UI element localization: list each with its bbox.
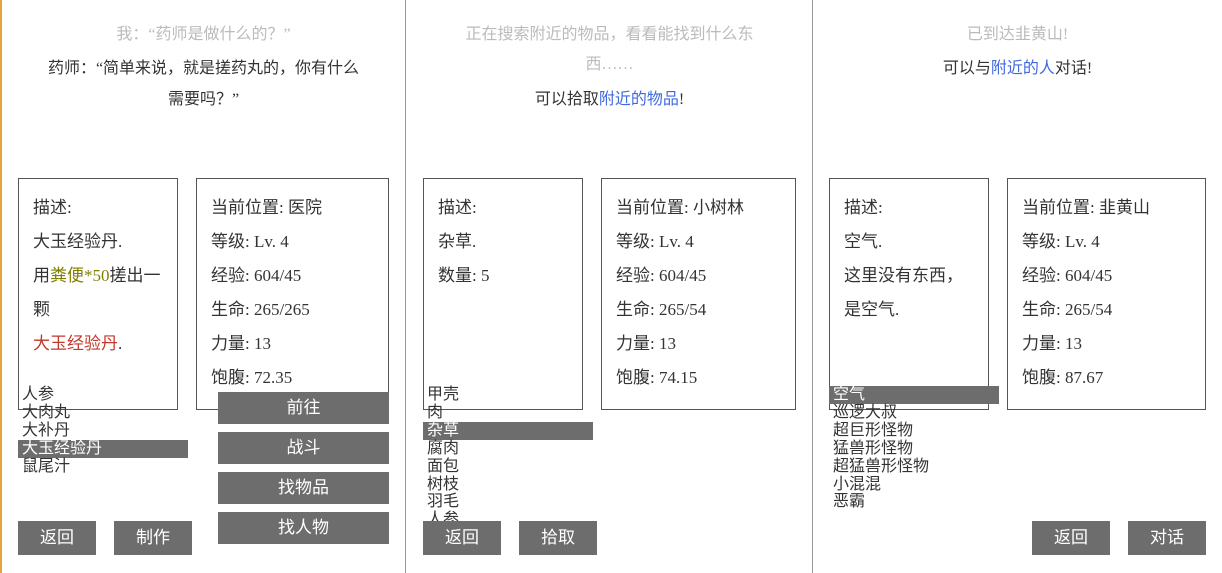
narration-arrive: 已到达韭黄山!	[853, 20, 1182, 50]
narration-search: 正在搜索附近的物品，看看能找到什么东西……	[447, 20, 772, 81]
list-item[interactable]: 腐肉	[423, 440, 593, 458]
item-name: 杂草.	[438, 225, 568, 259]
stat-level: 等级: Lv. 4	[211, 225, 374, 259]
dialogue-npc: 药师：“简单来说，就是搓药丸的，你有什么需要吗？”	[42, 54, 365, 115]
bottom-buttons: 返回制作	[18, 521, 192, 555]
lower-area: 空气巡逻大叔超巨形怪物猛兽形怪物超猛兽形怪物小混混恶霸	[829, 386, 1206, 511]
list-item[interactable]: 杂草	[423, 422, 593, 440]
stat-location: 当前位置: 医院	[211, 191, 374, 225]
stat-exp: 经验: 604/45	[616, 259, 781, 293]
item-qty: 数量: 5	[438, 259, 568, 293]
nearby-items-link[interactable]: 附近的物品	[599, 91, 679, 108]
narration-hint: 可以与附近的人对话!	[853, 54, 1182, 84]
stat-hp: 生命: 265/265	[211, 293, 374, 327]
info-boxes: 描述: 空气. 这里没有东西，是空气. 当前位置: 韭黄山 等级: Lv. 4 …	[829, 178, 1206, 410]
action-button[interactable]: 前往	[218, 392, 389, 424]
stats-box: 当前位置: 韭黄山 等级: Lv. 4 经验: 604/45 生命: 265/5…	[1007, 178, 1206, 410]
list-item[interactable]: 甲壳	[423, 386, 593, 404]
action-button[interactable]: 战斗	[218, 432, 389, 464]
bottom-button[interactable]: 对话	[1128, 521, 1206, 555]
panel-pharmacy: 我：“药师是做什么的？” 药师：“简单来说，就是搓药丸的，你有什么需要吗？” 描…	[0, 0, 406, 573]
item-name: 空气.	[844, 225, 974, 259]
bottom-button[interactable]: 制作	[114, 521, 192, 555]
dialogue-me: 我：“药师是做什么的？”	[42, 20, 365, 50]
description-box: 描述: 空气. 这里没有东西，是空气.	[829, 178, 989, 410]
list-item[interactable]: 羽毛	[423, 493, 593, 511]
list-item[interactable]: 面包	[423, 458, 593, 476]
desc-title: 描述:	[33, 191, 163, 225]
action-button[interactable]: 找人物	[218, 512, 389, 544]
stat-level: 等级: Lv. 4	[616, 225, 781, 259]
item-desc: 这里没有东西，是空气.	[844, 259, 974, 327]
npc-list: 空气巡逻大叔超巨形怪物猛兽形怪物超猛兽形怪物小混混恶霸	[829, 386, 999, 511]
stats-box: 当前位置: 医院 等级: Lv. 4 经验: 604/45 生命: 265/26…	[196, 178, 389, 410]
list-item[interactable]: 空气	[829, 386, 999, 404]
list-item[interactable]: 巡逻大叔	[829, 404, 999, 422]
info-boxes: 描述: 大玉经验丹. 用粪便*50搓出一颗大玉经验丹. 当前位置: 医院 等级:…	[18, 178, 389, 410]
list-item[interactable]: 大肉丸	[18, 404, 188, 422]
panel-mountain: 已到达韭黄山! 可以与附近的人对话! 描述: 空气. 这里没有东西，是空气. 当…	[813, 0, 1222, 573]
narration: 已到达韭黄山! 可以与附近的人对话!	[813, 20, 1222, 89]
stat-exp: 经验: 604/45	[211, 259, 374, 293]
stat-str: 力量: 13	[211, 327, 374, 361]
list-item[interactable]: 恶霸	[829, 493, 999, 511]
narration: 正在搜索附近的物品，看看能找到什么东西…… 可以拾取附近的物品!	[407, 20, 812, 119]
list-item[interactable]: 超猛兽形怪物	[829, 458, 999, 476]
list-item[interactable]: 鼠尾汁	[18, 458, 188, 476]
stat-str: 力量: 13	[1022, 327, 1191, 361]
list-item[interactable]: 超巨形怪物	[829, 422, 999, 440]
description-box: 描述: 杂草. 数量: 5	[423, 178, 583, 410]
stat-hp: 生命: 265/54	[616, 293, 781, 327]
action-column: 前往战斗找物品找人物	[218, 386, 389, 544]
desc-title: 描述:	[438, 191, 568, 225]
bottom-button[interactable]: 拾取	[519, 521, 597, 555]
stats-box: 当前位置: 小树林 等级: Lv. 4 经验: 604/45 生命: 265/5…	[601, 178, 796, 410]
bottom-button[interactable]: 返回	[1032, 521, 1110, 555]
narration: 我：“药师是做什么的？” 药师：“简单来说，就是搓药丸的，你有什么需要吗？”	[2, 20, 405, 119]
bottom-buttons: 返回对话	[1032, 521, 1206, 555]
nearby-people-link[interactable]: 附近的人	[991, 60, 1055, 77]
list-item[interactable]: 大补丹	[18, 422, 188, 440]
bottom-button[interactable]: 返回	[423, 521, 501, 555]
item-recipe: 用粪便*50搓出一颗大玉经验丹.	[33, 259, 163, 361]
list-item[interactable]: 猛兽形怪物	[829, 440, 999, 458]
action-button[interactable]: 找物品	[218, 472, 389, 504]
bottom-button[interactable]: 返回	[18, 521, 96, 555]
stat-level: 等级: Lv. 4	[1022, 225, 1191, 259]
list-item[interactable]: 人参	[18, 386, 188, 404]
stat-location: 当前位置: 小树林	[616, 191, 781, 225]
list-item[interactable]: 树枝	[423, 476, 593, 494]
list-item[interactable]: 肉	[423, 404, 593, 422]
info-boxes: 描述: 杂草. 数量: 5 当前位置: 小树林 等级: Lv. 4 经验: 60…	[423, 178, 796, 410]
panel-forest: 正在搜索附近的物品，看看能找到什么东西…… 可以拾取附近的物品! 描述: 杂草.…	[407, 0, 813, 573]
stat-hp: 生命: 265/54	[1022, 293, 1191, 327]
list-item[interactable]: 大玉经验丹	[18, 440, 188, 458]
desc-title: 描述:	[844, 191, 974, 225]
stat-exp: 经验: 604/45	[1022, 259, 1191, 293]
bottom-buttons: 返回拾取	[423, 521, 597, 555]
stat-location: 当前位置: 韭黄山	[1022, 191, 1191, 225]
narration-hint: 可以拾取附近的物品!	[447, 85, 772, 115]
list-item[interactable]: 小混混	[829, 476, 999, 494]
stat-str: 力量: 13	[616, 327, 781, 361]
description-box: 描述: 大玉经验丹. 用粪便*50搓出一颗大玉经验丹.	[18, 178, 178, 410]
item-name: 大玉经验丹.	[33, 225, 163, 259]
